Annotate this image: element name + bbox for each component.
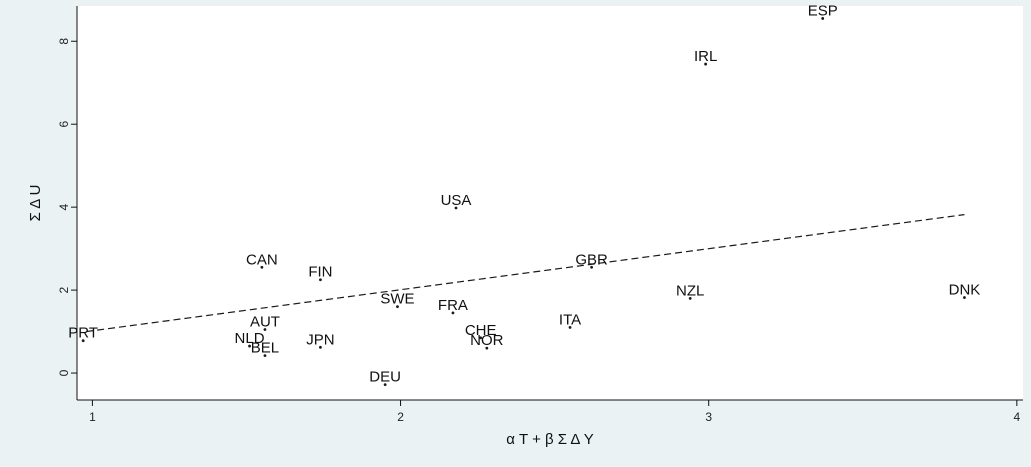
data-point-ita xyxy=(568,326,572,329)
data-point-nzl xyxy=(688,296,692,300)
point-label-ita: ITA xyxy=(559,311,581,328)
y-tick-label: 4 xyxy=(57,203,71,210)
data-point-esp xyxy=(821,17,825,20)
point-label-usa: USA xyxy=(441,192,472,209)
data-point-dnk xyxy=(963,296,966,299)
point-label-nzl: NZL xyxy=(676,282,704,299)
point-label-nor: NOR xyxy=(470,332,504,349)
point-label-can: CAN xyxy=(246,251,278,268)
y-tick-label: 8 xyxy=(57,38,71,45)
data-point-nld xyxy=(248,344,251,348)
point-label-fin: FIN xyxy=(308,264,332,281)
axes: 1 2 3 4 0 2 4 6 8 xyxy=(57,6,1023,424)
point-label-che: CHE xyxy=(465,322,497,339)
point-label-nld: NLD xyxy=(235,330,265,347)
data-point-aut xyxy=(263,328,267,331)
data-point-deu xyxy=(383,383,387,387)
y-tick-label: 2 xyxy=(57,286,71,293)
data-point-swe xyxy=(396,305,399,309)
data-point-fra xyxy=(451,311,455,315)
point-label-jpn: JPN xyxy=(306,331,334,348)
data-point-jpn xyxy=(319,345,322,349)
point-label-aut: AUT xyxy=(250,313,280,330)
data-point-can xyxy=(260,265,264,269)
y-axis-title: Σ Δ U xyxy=(27,185,44,222)
point-label-gbr: GBR xyxy=(575,251,608,268)
point-label-esp: ESP xyxy=(808,2,838,19)
y-tick-label: 6 xyxy=(57,121,71,128)
point-label-prt: PRT xyxy=(68,325,98,342)
x-axis-title: α T + β Σ Δ Y xyxy=(506,431,594,448)
x-tick-label: 1 xyxy=(89,410,96,424)
data-point-nor xyxy=(485,346,489,350)
data-point-usa xyxy=(454,206,458,210)
x-tick-label: 4 xyxy=(1013,410,1020,424)
fit-line-group xyxy=(86,214,965,333)
data-point-bel xyxy=(263,354,267,358)
fit-line xyxy=(86,214,965,333)
data-point-gbr xyxy=(590,265,593,269)
y-tick-label: 0 xyxy=(57,369,71,376)
point-label-deu: DEU xyxy=(369,369,401,386)
data-point-prt xyxy=(81,339,85,343)
point-label-fra: FRA xyxy=(438,297,468,314)
data-point-irl xyxy=(704,62,708,66)
point-label-dnk: DNK xyxy=(949,282,981,299)
point-label-irl: IRL xyxy=(694,48,717,65)
point-label-bel: BEL xyxy=(251,340,279,357)
data-point-fin xyxy=(319,278,322,282)
data-point-che xyxy=(479,336,483,340)
point-label-swe: SWE xyxy=(380,291,414,308)
plot-area xyxy=(77,6,1023,400)
x-tick-label: 2 xyxy=(397,410,404,424)
data-points: ESP IRL USA GBR CAN FIN SWE FRA NZL DNK ITA AUT PRT N… xyxy=(68,2,981,387)
x-tick-label: 3 xyxy=(705,410,712,424)
